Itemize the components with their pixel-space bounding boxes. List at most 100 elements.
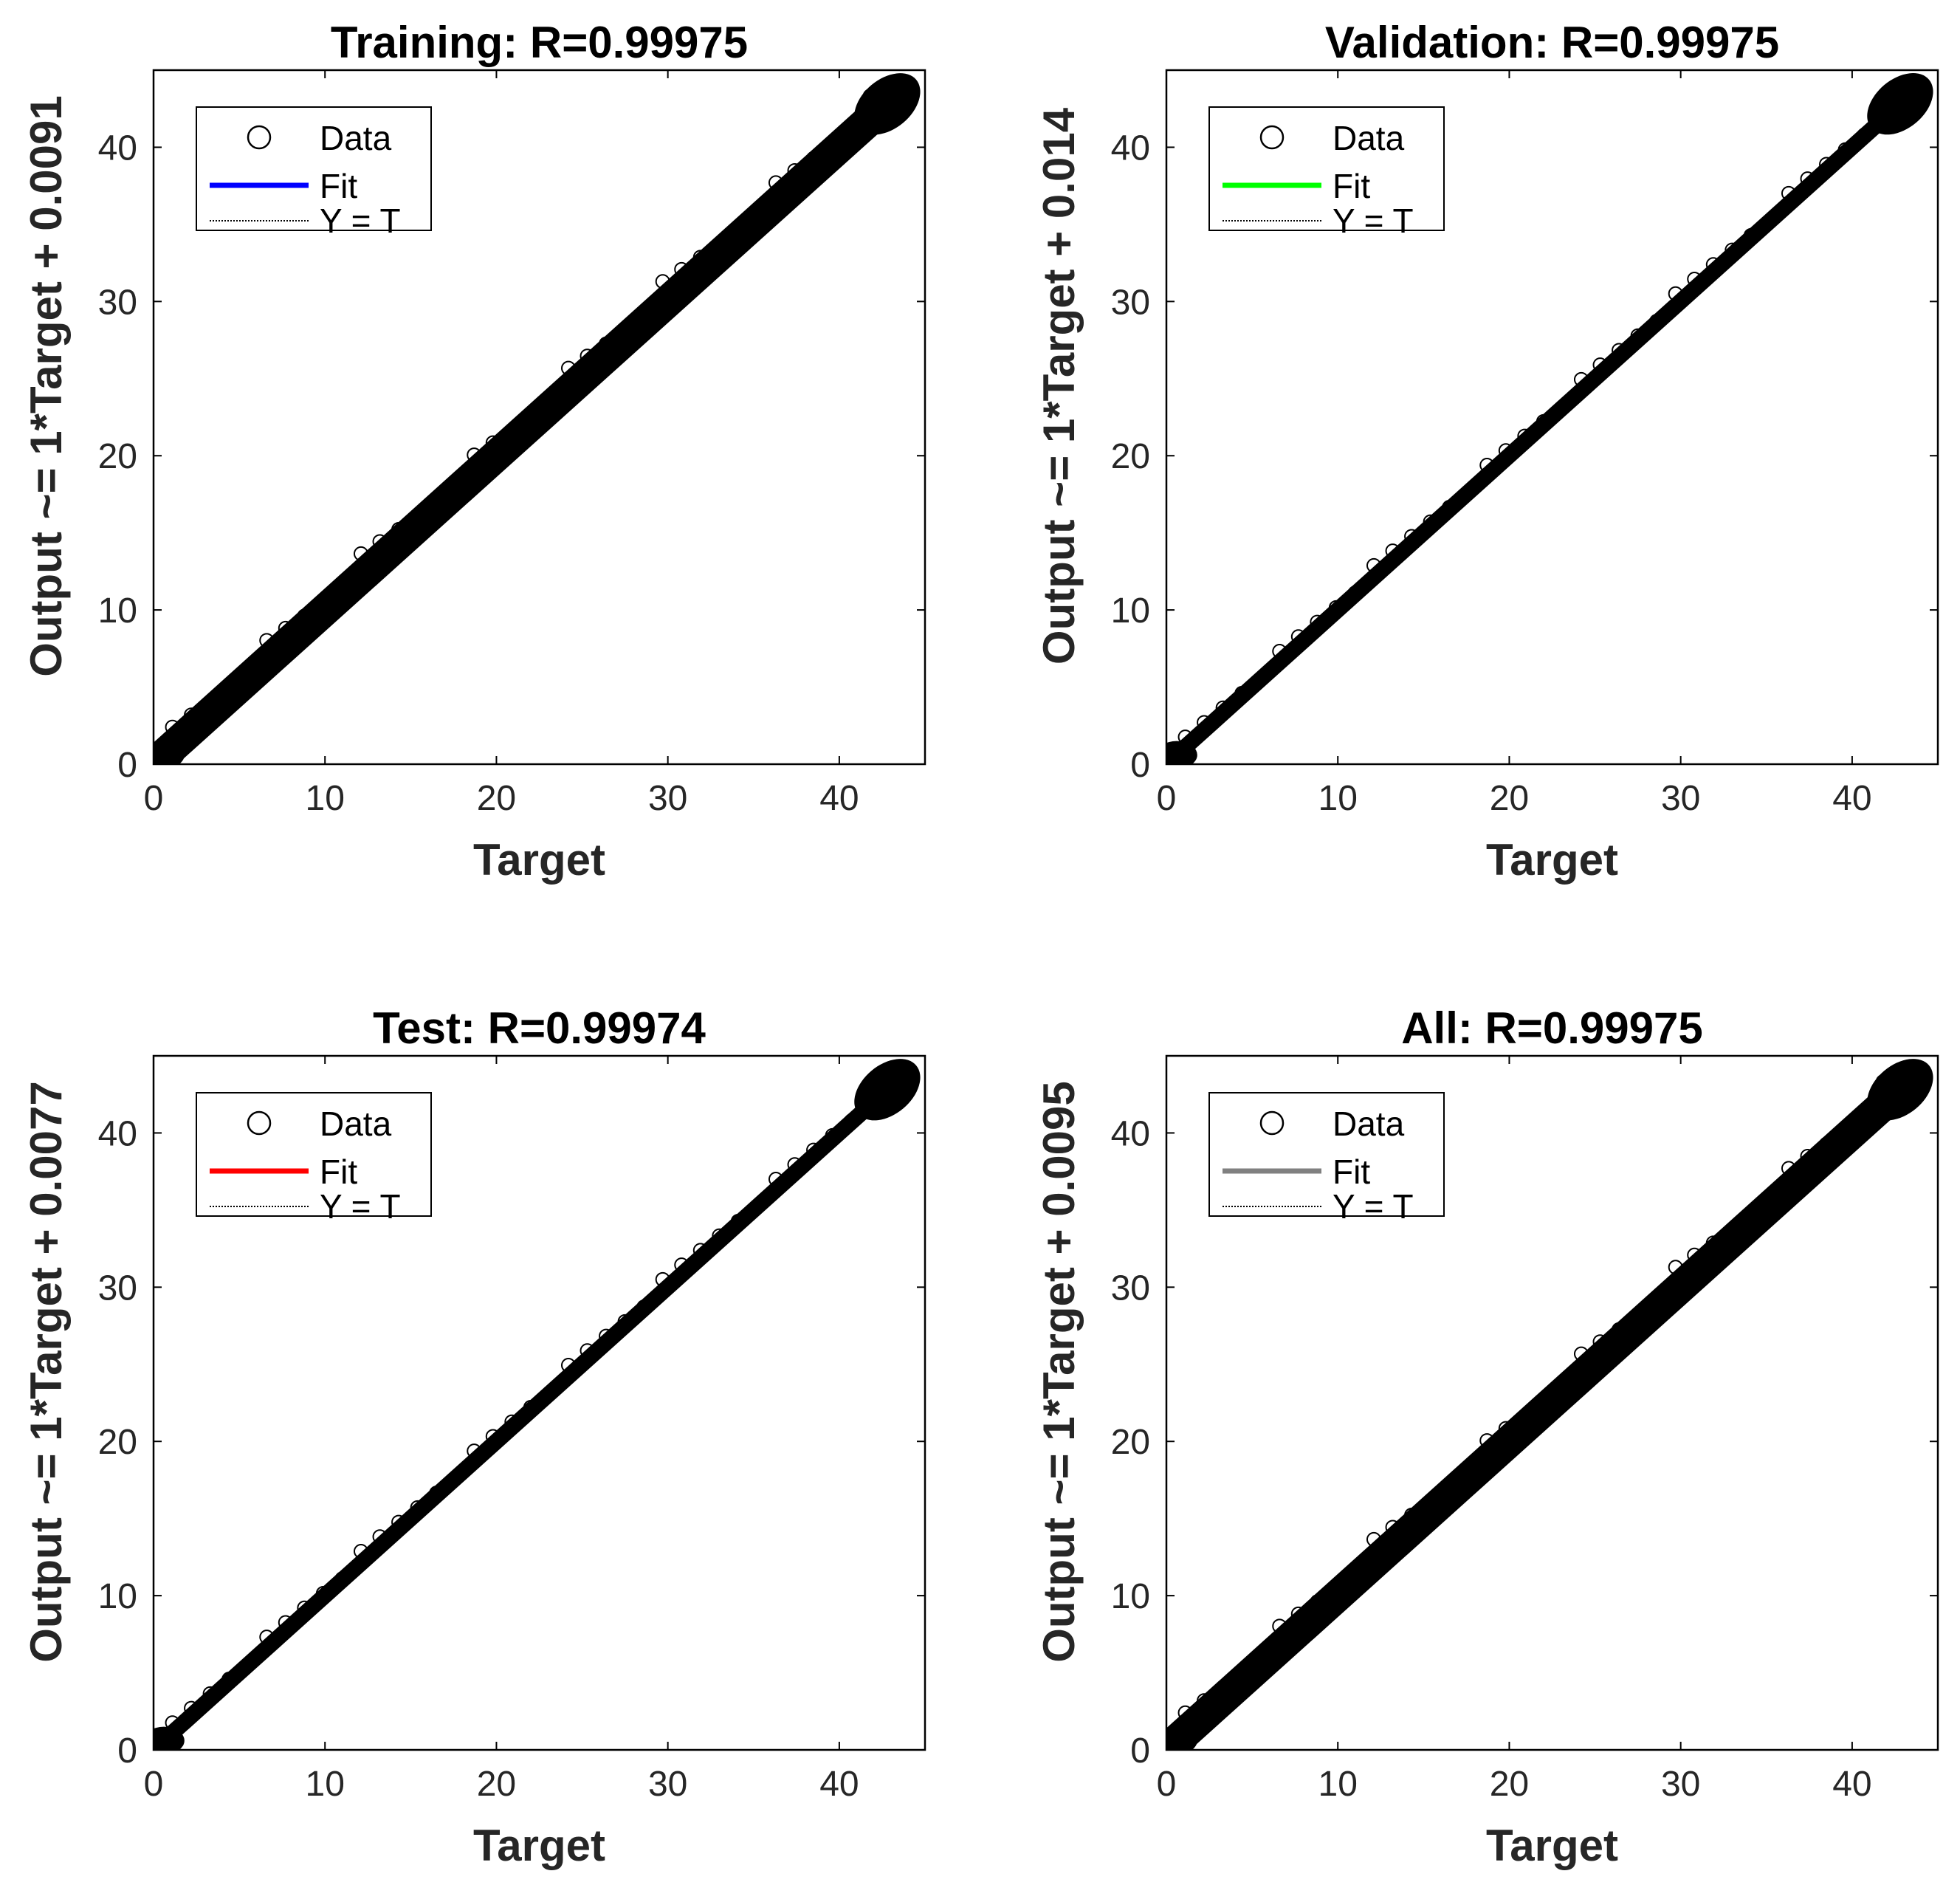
data-point xyxy=(278,1615,293,1630)
x-axis-label: Target xyxy=(473,835,605,885)
data-point xyxy=(447,1471,463,1486)
legend-box xyxy=(1208,1092,1445,1217)
data-point xyxy=(1442,1483,1457,1499)
data-point xyxy=(1668,1260,1683,1275)
x-tick-label: 30 xyxy=(1661,779,1700,818)
data-point xyxy=(447,485,463,501)
data-point xyxy=(1649,314,1665,329)
data-point xyxy=(1781,185,1796,201)
chart-title: Training: R=0.99975 xyxy=(331,18,748,67)
legend-data-label: Data xyxy=(320,119,392,157)
data-point xyxy=(372,534,388,549)
x-axis-label: Target xyxy=(473,1821,605,1870)
data-point xyxy=(599,1328,614,1344)
data-point xyxy=(636,1299,652,1315)
data-point xyxy=(315,596,331,611)
data-point xyxy=(560,1358,576,1373)
legend-data-marker xyxy=(247,1110,272,1136)
data-point xyxy=(297,608,312,624)
plot-contents xyxy=(154,1059,921,1750)
y-tick-label: 30 xyxy=(1111,1268,1150,1308)
legend-data-marker xyxy=(1259,1110,1285,1136)
x-tick-label: 20 xyxy=(477,779,516,818)
data-point xyxy=(353,546,368,561)
data-point xyxy=(599,336,614,351)
data-point xyxy=(410,1500,425,1515)
legend-box xyxy=(1208,106,1445,231)
x-tick-label: 30 xyxy=(648,1765,687,1804)
data-point xyxy=(1819,1136,1835,1152)
regression-panel-1: 0 10 20 30 40 0 10 20 30 40 Training: R=0.99975 Tar… xyxy=(21,18,926,885)
data-point xyxy=(1366,557,1381,573)
data-point xyxy=(580,348,595,364)
data-point xyxy=(1404,1507,1420,1522)
data-point xyxy=(410,509,425,525)
x-tick-label: 20 xyxy=(477,1765,516,1804)
data-point xyxy=(184,707,199,723)
y-tick-label: 30 xyxy=(98,283,137,322)
data-point xyxy=(1762,213,1778,229)
y-tick-label: 40 xyxy=(1111,1114,1150,1153)
data-point xyxy=(1875,1074,1891,1090)
data-point xyxy=(787,1157,802,1172)
y-tick-label: 10 xyxy=(1111,1577,1150,1616)
data-point xyxy=(1215,700,1231,715)
data-point xyxy=(1649,1297,1665,1313)
x-tick-label: 40 xyxy=(819,779,859,818)
y-tick-label: 0 xyxy=(1130,746,1150,785)
data-point xyxy=(1385,1520,1400,1535)
chart-title: Test: R=0.99974 xyxy=(373,1003,706,1053)
data-point xyxy=(1837,142,1853,157)
data-point xyxy=(429,498,444,513)
legend-yt-label: Y = T xyxy=(1333,1187,1414,1226)
axes-frame xyxy=(1165,1054,1939,1751)
data-point xyxy=(1423,514,1438,529)
data-point xyxy=(1612,343,1627,358)
data-point xyxy=(1875,100,1891,115)
data-point xyxy=(523,1400,538,1415)
x-tick-label: 10 xyxy=(1318,1765,1358,1804)
data-point xyxy=(1272,644,1287,659)
data-point xyxy=(655,1271,670,1287)
data-point xyxy=(1253,671,1268,687)
data-point xyxy=(259,633,275,648)
data-point xyxy=(1630,1310,1646,1325)
y-tick-label: 20 xyxy=(98,1423,137,1462)
data-point xyxy=(1498,1421,1513,1436)
data-point xyxy=(1347,586,1363,601)
data-point xyxy=(334,584,350,600)
data-point xyxy=(297,1600,312,1616)
data-point xyxy=(1197,715,1212,730)
data-point xyxy=(504,423,520,439)
data-point xyxy=(1347,1570,1363,1585)
data-point xyxy=(202,1686,218,1701)
data-point xyxy=(523,411,538,426)
data-point xyxy=(1573,1346,1589,1362)
plot-contents xyxy=(1166,1059,1933,1750)
x-tick-label: 20 xyxy=(1490,779,1529,818)
data-point xyxy=(881,76,897,92)
data-point xyxy=(1253,1656,1268,1672)
data-point xyxy=(1800,171,1815,187)
y-tick-label: 0 xyxy=(1130,1731,1150,1771)
legend-data-label: Data xyxy=(320,1105,392,1143)
x-tick-label: 40 xyxy=(1832,1765,1871,1804)
y-tick-label: 10 xyxy=(98,1577,137,1616)
data-point xyxy=(692,250,708,265)
y-axis-label: Output ~= 1*Target + 0.0095 xyxy=(1034,1081,1084,1663)
data-cloud xyxy=(154,79,908,764)
data-point xyxy=(221,683,237,698)
data-point xyxy=(730,1213,746,1229)
x-tick-label: 10 xyxy=(1318,779,1358,818)
data-point xyxy=(353,1544,368,1559)
x-tick-label: 30 xyxy=(1661,1765,1700,1804)
data-point xyxy=(580,1343,595,1359)
y-tick-label: 40 xyxy=(98,1114,137,1153)
data-point xyxy=(221,1672,237,1687)
data-point xyxy=(184,1700,199,1716)
data-point xyxy=(1800,1148,1815,1164)
legend-yt-label: Y = T xyxy=(1333,202,1414,240)
